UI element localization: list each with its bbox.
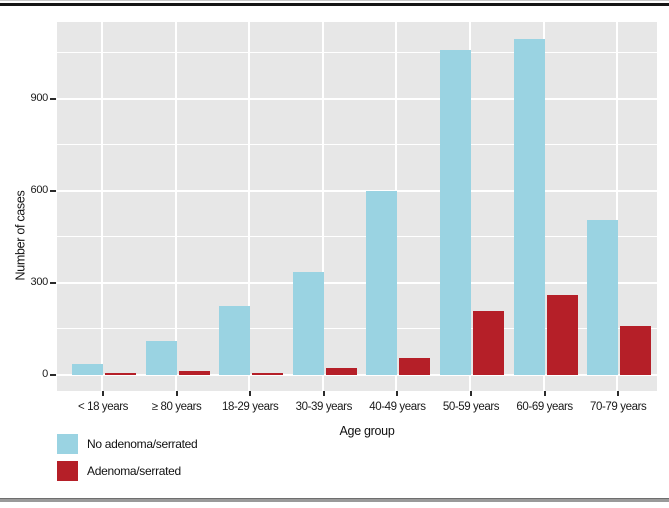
- y-axis-tick: [50, 373, 56, 376]
- x-axis-tick: [249, 391, 252, 396]
- vertical-gridline: [101, 22, 103, 391]
- y-axis-tick-label: 300: [30, 275, 49, 288]
- x-axis-tick: [470, 391, 472, 396]
- x-axis-tick: [543, 391, 546, 396]
- bar-no-adenoma: [440, 49, 471, 375]
- x-axis-tick-label: 30-39 years: [295, 401, 353, 413]
- major-gridline: [57, 281, 657, 284]
- y-axis-tick: [50, 189, 56, 192]
- minor-gridline: [57, 144, 657, 145]
- x-axis-tick-label: 50-59 years: [442, 401, 500, 413]
- bar-adenoma: [473, 310, 504, 375]
- x-axis-tick: [617, 391, 620, 396]
- bar-no-adenoma: [366, 191, 398, 375]
- x-axis-tick: [322, 391, 325, 396]
- bar-adenoma: [178, 371, 210, 375]
- vertical-gridline: [321, 22, 324, 391]
- minor-gridline: [57, 52, 657, 53]
- y-axis-title: Number of cases: [13, 190, 28, 281]
- bar-adenoma: [252, 372, 284, 375]
- y-axis-tick-label: 900: [30, 91, 49, 104]
- major-gridline: [57, 189, 657, 192]
- bar-adenoma: [105, 373, 136, 375]
- bar-no-adenoma: [587, 220, 619, 375]
- legend-label-no-adenoma: No adenoma/serrated: [87, 437, 198, 451]
- top-rule-thick: [0, 3, 669, 6]
- legend-label-adenoma: Adenoma/serrated: [87, 464, 181, 478]
- x-axis-tick-label: 40-49 years: [369, 401, 426, 413]
- vertical-gridline: [616, 22, 619, 391]
- bar-adenoma: [325, 368, 357, 375]
- x-axis-tick: [102, 391, 104, 396]
- bar-adenoma: [399, 357, 431, 375]
- bar-adenoma: [546, 295, 578, 375]
- minor-gridline: [57, 236, 657, 237]
- x-axis-tick-label: ≥ 80 years: [151, 401, 202, 413]
- x-axis-tick-label: 18-29 years: [222, 401, 279, 413]
- y-axis-tick: [50, 281, 56, 284]
- top-rule-thin: [0, 0, 669, 1]
- plot-panel: [57, 22, 657, 391]
- vertical-gridline: [174, 22, 177, 391]
- x-axis-tick: [396, 391, 399, 396]
- x-axis-tick-label: 70-79 years: [590, 401, 647, 413]
- minor-gridline: [57, 328, 657, 329]
- vertical-gridline: [248, 22, 251, 391]
- legend-swatch-adenoma: [57, 461, 78, 481]
- bar-adenoma: [620, 325, 652, 375]
- bar-no-adenoma: [145, 341, 177, 375]
- bar-no-adenoma: [513, 39, 545, 375]
- bar-no-adenoma: [219, 306, 251, 375]
- x-axis-title: Age group: [339, 424, 395, 438]
- x-axis-tick: [175, 391, 178, 396]
- bottom-rule: [0, 498, 669, 502]
- y-axis-tick-label: 600: [30, 183, 49, 196]
- y-axis-tick-label: 0: [42, 367, 48, 380]
- x-axis-tick-label: < 18 years: [77, 401, 129, 413]
- major-gridline: [57, 97, 657, 100]
- bar-no-adenoma: [72, 364, 103, 375]
- bar-no-adenoma: [292, 272, 324, 375]
- y-axis-tick: [50, 97, 56, 100]
- x-axis-tick-label: 60-69 years: [516, 401, 573, 413]
- major-gridline: [57, 374, 657, 376]
- legend-swatch-no-adenoma: [57, 434, 78, 454]
